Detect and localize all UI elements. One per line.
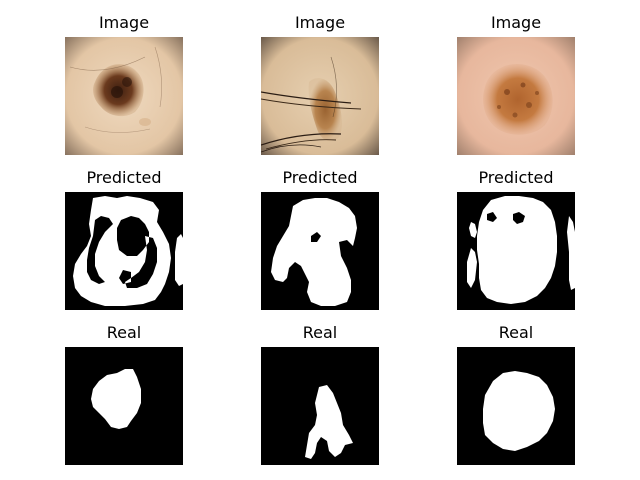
panel-title-real-3: Real — [498, 323, 534, 342]
panel-title-predicted-2: Predicted — [282, 168, 358, 187]
panel-title-image-2: Image — [294, 13, 346, 32]
predicted-mask-2 — [261, 192, 379, 310]
dermoscopy-image-1 — [65, 37, 183, 155]
real-mask-3 — [457, 347, 575, 465]
real-mask-1 — [65, 347, 183, 465]
panel-title-image-1: Image — [98, 13, 150, 32]
panel-title-predicted-1: Predicted — [86, 168, 162, 187]
predicted-mask-1 — [65, 192, 183, 310]
dermoscopy-image-2 — [261, 37, 379, 155]
panel-title-predicted-3: Predicted — [478, 168, 554, 187]
panel-title-real-2: Real — [302, 323, 338, 342]
panel-title-image-3: Image — [490, 13, 542, 32]
predicted-mask-3 — [457, 192, 575, 310]
dermoscopy-image-3 — [457, 37, 575, 155]
panel-title-real-1: Real — [106, 323, 142, 342]
real-mask-2 — [261, 347, 379, 465]
